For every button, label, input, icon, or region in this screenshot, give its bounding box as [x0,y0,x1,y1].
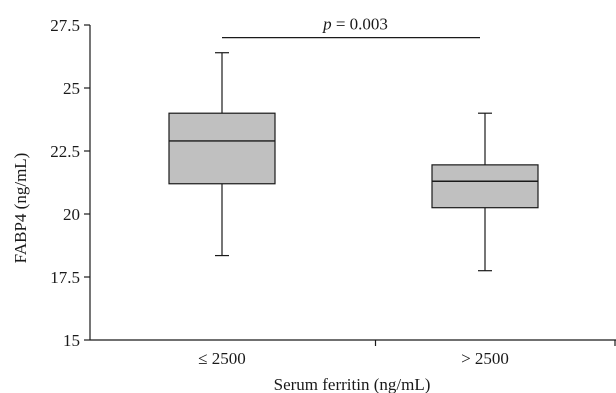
y-tick-label: 20 [63,205,80,224]
box-group [168,52,276,257]
y-axis: 15 17.5 20 22.5 25 27.5 [50,16,91,350]
p-value: = 0.003 [332,15,388,34]
box-series [168,52,539,272]
y-tick-label: 22.5 [50,142,80,161]
x-axis: ≤ 2500 > 2500 [90,339,616,368]
box-group [431,112,539,272]
iqr-box [168,112,276,185]
iqr-box [431,164,539,209]
y-tick-label: 17.5 [50,268,80,287]
y-tick-label: 27.5 [50,16,80,35]
significance-annotation: p = 0.003 [222,15,480,39]
x-axis-label: Serum ferritin (ng/mL) [274,375,431,393]
y-axis-label: FABP4 (ng/mL) [11,153,30,264]
y-tick-label: 15 [63,331,80,350]
x-tick-label: ≤ 2500 [198,349,246,368]
y-tick-label: 25 [63,79,80,98]
x-tick-label: > 2500 [461,349,509,368]
p-value-label: p = 0.003 [322,15,388,34]
p-symbol: p [322,15,332,34]
